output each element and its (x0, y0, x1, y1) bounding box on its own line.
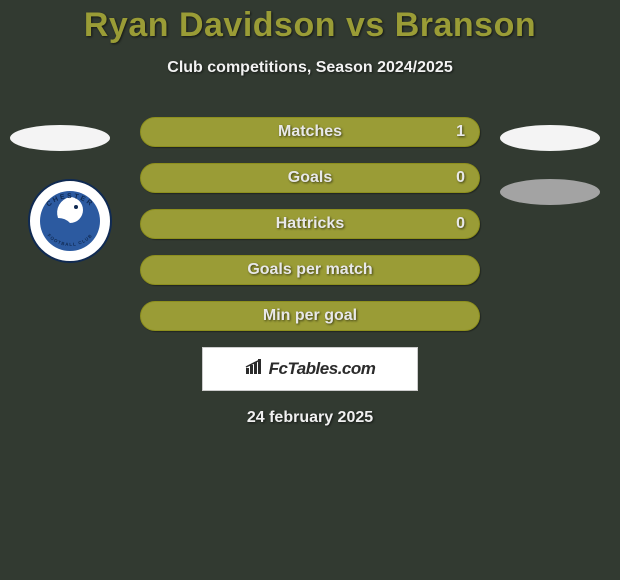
stat-bar-min-per-goal: Min per goal (140, 301, 480, 331)
stat-bars: Matches 1 Goals 0 Hattricks 0 Goals per … (140, 117, 480, 331)
stat-label: Goals (288, 169, 332, 187)
comparison-date: 24 february 2025 (0, 409, 620, 427)
page-title: Ryan Davidson vs Branson (0, 0, 620, 45)
stat-value: 1 (456, 123, 465, 141)
stat-bar-hattricks: Hattricks 0 (140, 209, 480, 239)
stat-bar-goals: Goals 0 (140, 163, 480, 193)
player-photo-left-1 (10, 125, 110, 151)
club-badge-icon: CHESTER FOOTBALL CLUB (28, 179, 112, 263)
stat-value: 0 (456, 215, 465, 233)
subtitle: Club competitions, Season 2024/2025 (0, 59, 620, 77)
site-logo: FcTables.com (202, 347, 418, 391)
stat-label: Matches (278, 123, 342, 141)
comparison-content: CHESTER FOOTBALL CLUB Matches 1 Goals 0 … (0, 117, 620, 427)
stat-label: Hattricks (276, 215, 344, 233)
bar-chart-icon (245, 359, 265, 380)
player-photo-right-1 (500, 125, 600, 151)
stat-label: Min per goal (263, 307, 357, 325)
player-photo-right-2 (500, 179, 600, 205)
stat-bar-goals-per-match: Goals per match (140, 255, 480, 285)
site-logo-text: FcTables.com (269, 359, 376, 379)
stat-label: Goals per match (247, 261, 372, 279)
stat-bar-matches: Matches 1 (140, 117, 480, 147)
stat-value: 0 (456, 169, 465, 187)
